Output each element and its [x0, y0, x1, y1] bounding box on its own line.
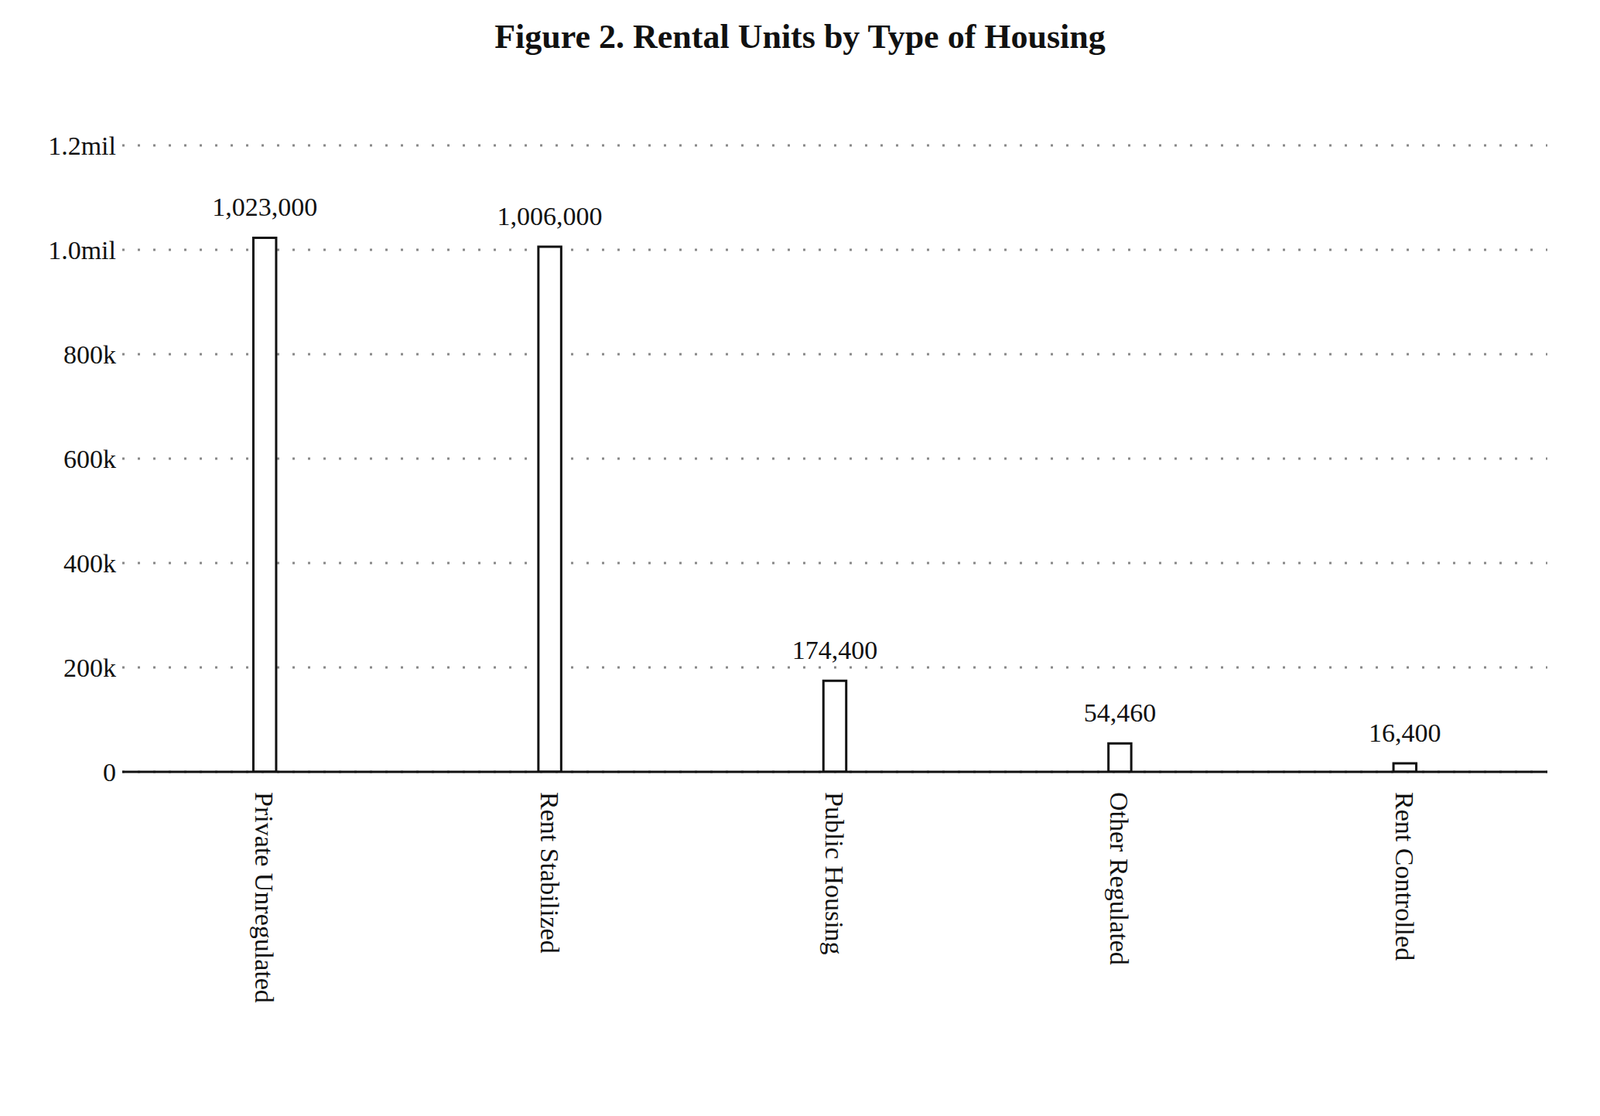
html-text:Figure 2. Rental Units by Type: Figure 2. Rental Units by Type of Housin…	[494, 17, 1106, 56]
svg-text:600k: 600k	[63, 444, 117, 474]
svg-text:Private Unregulated: Private Unregulated	[249, 792, 279, 1004]
svg-text:400k: 400k	[63, 549, 117, 578]
svg-text:1.2mil: 1.2mil	[47, 131, 117, 161]
svg-text:0: 0	[102, 758, 117, 787]
svg-text:174,400: 174,400	[792, 635, 879, 665]
svg-text:Rent Stabilized: Rent Stabilized	[535, 792, 565, 954]
svg-text:1.0mil: 1.0mil	[47, 235, 117, 265]
svg-text:Other Regulated: Other Regulated	[1105, 792, 1135, 966]
svg-text:Rent Controlled: Rent Controlled	[1390, 792, 1419, 961]
svg-text:54,460: 54,460	[1083, 698, 1157, 728]
svg-text:1,023,000: 1,023,000	[211, 192, 318, 222]
svg-text:800k: 800k	[63, 340, 117, 370]
svg-text:200k: 200k	[63, 653, 117, 683]
svg-text:Public Housing: Public Housing	[820, 792, 849, 956]
svg-text:16,400: 16,400	[1368, 718, 1442, 748]
svg-text:1,006,000: 1,006,000	[497, 201, 603, 231]
